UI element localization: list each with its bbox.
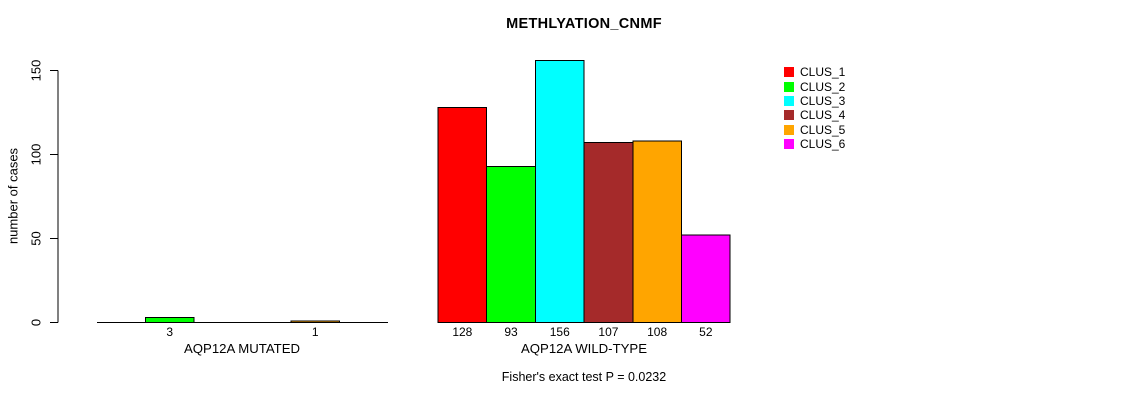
legend-label: CLUS_1 <box>800 65 846 80</box>
legend-swatch-clus_6 <box>784 139 794 150</box>
bar-clus_5-mutated <box>290 320 340 324</box>
legend-swatch-clus_5 <box>784 124 794 135</box>
legend-item: CLUS_3 <box>784 94 845 108</box>
y-tick-label: 100 <box>29 144 44 166</box>
bar-value-label: 108 <box>647 325 667 339</box>
x-group-label-mutated: AQP12A MUTATED <box>183 341 301 356</box>
legend-item: CLUS_4 <box>784 108 845 122</box>
legend-swatch-clus_3 <box>784 95 794 106</box>
bar-value-label: 52 <box>699 325 713 339</box>
legend-swatch-clus_2 <box>784 81 794 92</box>
plot-dynamic: 0 50 100 150 3 1 128 93 156 107 108 52 <box>29 60 731 339</box>
bar-value-label: 156 <box>550 325 570 339</box>
bar-value-label: 1 <box>312 325 319 339</box>
bar-clus_6-wild-type <box>681 234 731 323</box>
y-axis-label: number of cases <box>6 147 21 244</box>
y-tick-label: 150 <box>29 60 44 82</box>
bar-clus_1-wild-type <box>437 106 488 323</box>
legend-item: CLUS_2 <box>784 79 845 93</box>
legend-swatch-clus_4 <box>784 110 794 121</box>
x-group-label-wild-type: AQP12A WILD-TYPE <box>520 341 648 356</box>
legend-item: CLUS_6 <box>784 137 845 151</box>
bar-value-label: 3 <box>166 325 173 339</box>
bar-clus_2-wild-type <box>486 165 536 323</box>
chart-title: METHLYATION_CNMF <box>506 16 662 32</box>
y-tick-label: 0 <box>29 319 44 326</box>
bar-clus_4-wild-type <box>583 142 634 323</box>
legend-item: CLUS_5 <box>784 123 845 137</box>
fisher-test-note: Fisher's exact test P = 0.0232 <box>501 370 667 384</box>
legend-label: CLUS_4 <box>800 108 846 123</box>
legend-label: CLUS_6 <box>800 137 846 152</box>
bar-value-label: 107 <box>598 325 618 339</box>
legend-swatch-clus_1 <box>784 67 794 78</box>
bar-clus_3-wild-type <box>534 59 585 323</box>
legend: CLUS_1 CLUS_2 CLUS_3 CLUS_4 CLUS_5 CLUS_6 <box>784 65 845 151</box>
bar-clus_5-wild-type <box>632 140 682 323</box>
legend-item: CLUS_1 <box>784 65 845 79</box>
y-tick-label: 50 <box>29 231 44 245</box>
bar-clus_2-mutated <box>145 316 195 323</box>
bar-value-label: 93 <box>504 325 518 339</box>
legend-label: CLUS_2 <box>800 79 846 94</box>
legend-label: CLUS_5 <box>800 122 846 137</box>
bar-value-label: 128 <box>452 325 472 339</box>
legend-label: CLUS_3 <box>800 93 846 108</box>
